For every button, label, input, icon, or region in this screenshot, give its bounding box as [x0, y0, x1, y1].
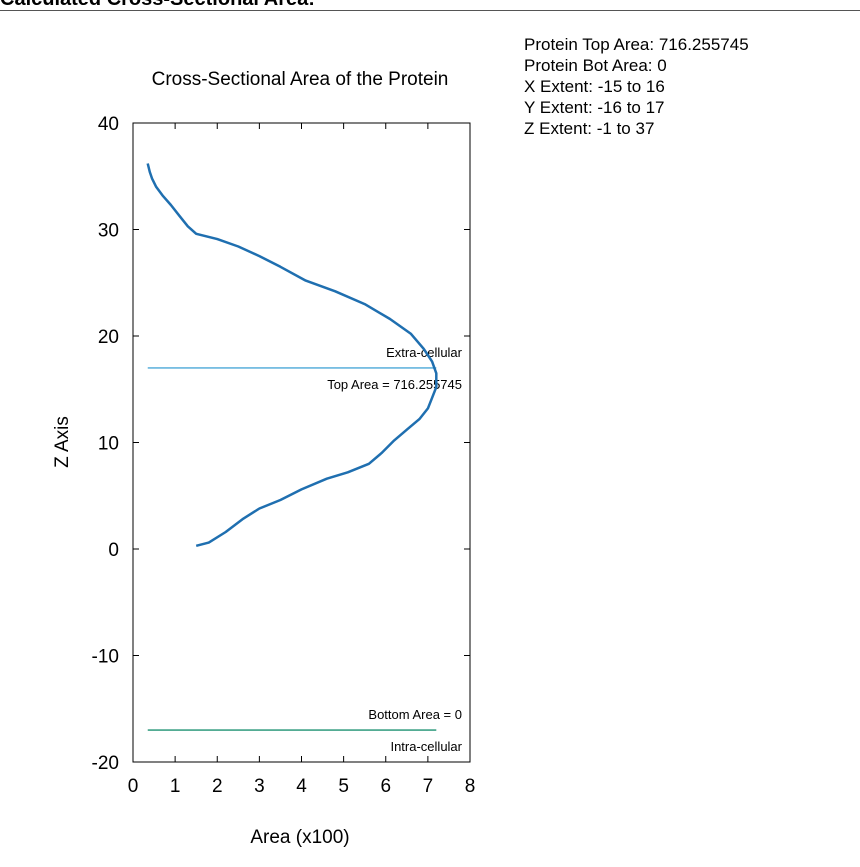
top-label-below: Top Area = 716.255745 — [327, 377, 462, 392]
heading-rule — [0, 10, 860, 11]
plot-frame — [132, 122, 471, 763]
y-axis-label: Z Axis — [52, 416, 73, 468]
top-label-above: Extra-cellular — [386, 345, 463, 360]
x-tick-label-5: 5 — [338, 776, 349, 797]
x-tick-label-3: 3 — [254, 776, 265, 797]
chart-title: Cross-Sectional Area of the Protein — [152, 69, 449, 90]
y-tick-label-5: 30 — [98, 221, 119, 242]
bottom-label-below: Intra-cellular — [390, 739, 462, 754]
x-tick-label-7: 7 — [423, 776, 434, 797]
y-tick-label-2: 0 — [108, 540, 119, 561]
series-line-0 — [146, 163, 438, 548]
x-tick-label-6: 6 — [380, 776, 391, 797]
y-tick-label-1: -10 — [92, 647, 119, 668]
x-tick-label-4: 4 — [296, 776, 307, 797]
bottom-label-above: Bottom Area = 0 — [368, 707, 462, 722]
info-top-area: Protein Top Area: 716.255745 — [524, 35, 749, 54]
info-bot-area: Protein Bot Area: 0 — [524, 56, 667, 75]
axes-layer: 0 1 2 3 4 5 6 7 8 -20 -10 0 10 20 30 40 — [92, 114, 476, 797]
y-tick-label-6: 40 — [98, 114, 119, 135]
y-tick-label-4: 20 — [98, 327, 119, 348]
y-tick-label-3: 10 — [98, 434, 119, 455]
series-layer — [146, 163, 438, 548]
x-tick-label-0: 0 — [128, 776, 139, 797]
x-tick-label-1: 1 — [170, 776, 181, 797]
info-z-extent: Z Extent: -1 to 37 — [524, 119, 655, 138]
page-heading: Calculated Cross-Sectional Area: — [0, 0, 315, 11]
info-x-extent: X Extent: -15 to 16 — [524, 77, 665, 96]
x-tick-label-2: 2 — [212, 776, 223, 797]
x-axis-label: Area (x100) — [250, 827, 349, 848]
protein-info: Protein Top Area: 716.255745 Protein Bot… — [524, 34, 749, 139]
y-tick-label-0: -20 — [92, 753, 119, 774]
cross-section-chart: Cross-Sectional Area of the Protein Area… — [52, 69, 476, 848]
info-y-extent: Y Extent: -16 to 17 — [524, 98, 665, 117]
x-tick-label-8: 8 — [465, 776, 476, 797]
reference-lines-layer: Extra-cellular Top Area = 716.255745 Botto… — [147, 345, 463, 754]
